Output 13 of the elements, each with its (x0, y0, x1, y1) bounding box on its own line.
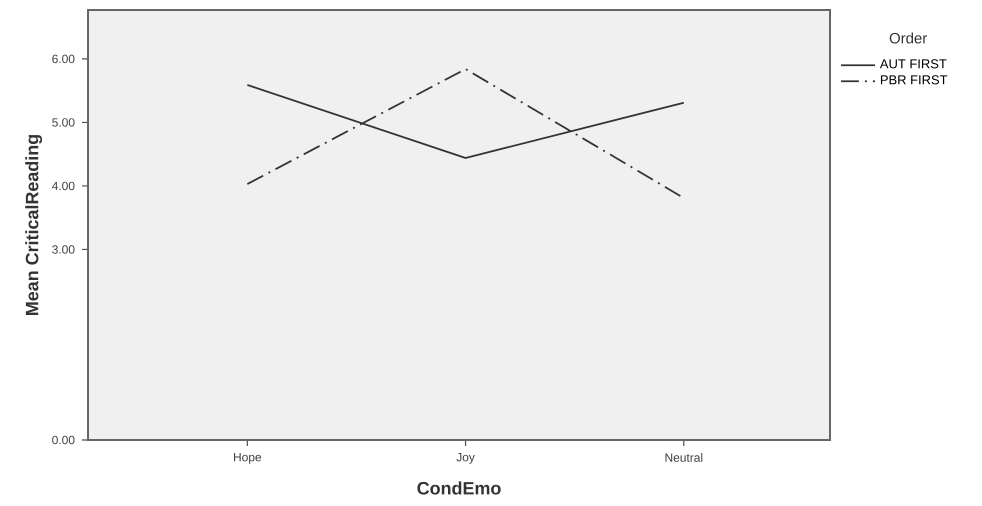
x-tick-label: Neutral (665, 453, 702, 462)
x-axis-title: CondEmo (417, 481, 501, 495)
x-tick-label: Hope (234, 453, 262, 464)
y-tick-label: 6.00 (52, 54, 75, 64)
legend-title: Order (890, 32, 927, 44)
y-tick-label: 3.00 (52, 245, 75, 254)
y-tick-label: 0.00 (52, 436, 75, 444)
y-tick-label: 4.00 (52, 182, 75, 190)
y-tick-label: 5.00 (52, 118, 75, 127)
x-tick-label: Joy (456, 453, 475, 464)
y-axis-title: Mean CriticalReading (25, 135, 42, 315)
legend-label: AUT FIRST (880, 59, 946, 68)
legend-label: PBR FIRST (880, 75, 948, 84)
